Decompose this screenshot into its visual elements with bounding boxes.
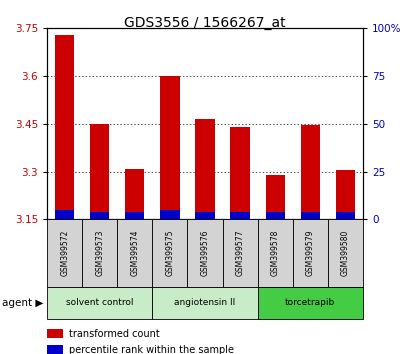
Text: agent ▶: agent ▶ [2, 298, 43, 308]
Bar [90, 124, 109, 219]
Text: GSM399580: GSM399580 [340, 230, 349, 276]
Bar [222, 219, 257, 287]
Text: GSM399573: GSM399573 [95, 230, 104, 276]
Bar [195, 212, 214, 219]
Bar [125, 212, 144, 219]
Bar [230, 212, 249, 219]
Bar [47, 219, 82, 287]
Bar [47, 287, 152, 319]
Bar [335, 170, 354, 219]
Bar [160, 76, 179, 219]
Bar [257, 287, 362, 319]
Bar [90, 212, 109, 219]
Bar [160, 210, 179, 219]
Bar [55, 35, 74, 219]
Bar [47, 345, 63, 354]
Text: GSM399576: GSM399576 [200, 230, 209, 276]
Bar [47, 329, 63, 338]
Bar [152, 287, 257, 319]
Text: GSM399579: GSM399579 [305, 230, 314, 276]
Bar [230, 127, 249, 219]
Text: transformed count: transformed count [69, 329, 160, 339]
Text: solvent control: solvent control [66, 298, 133, 307]
Bar [152, 219, 187, 287]
Bar [117, 219, 152, 287]
Bar [265, 212, 284, 219]
Bar [292, 219, 327, 287]
Bar [300, 125, 319, 219]
Bar [82, 219, 117, 287]
Text: GSM399574: GSM399574 [130, 230, 139, 276]
Bar [335, 212, 354, 219]
Text: GSM399572: GSM399572 [60, 230, 69, 276]
Text: GSM399575: GSM399575 [165, 230, 174, 276]
Text: GDS3556 / 1566267_at: GDS3556 / 1566267_at [124, 16, 285, 30]
Bar [187, 219, 222, 287]
Text: GSM399577: GSM399577 [235, 230, 244, 276]
Bar [265, 175, 284, 219]
Bar [257, 219, 292, 287]
Bar [125, 169, 144, 219]
Bar [327, 219, 362, 287]
Text: percentile rank within the sample: percentile rank within the sample [69, 344, 234, 354]
Bar [195, 119, 214, 219]
Bar [55, 210, 74, 219]
Text: angiotensin II: angiotensin II [174, 298, 235, 307]
Text: torcetrapib: torcetrapib [284, 298, 335, 307]
Bar [300, 212, 319, 219]
Text: GSM399578: GSM399578 [270, 230, 279, 276]
